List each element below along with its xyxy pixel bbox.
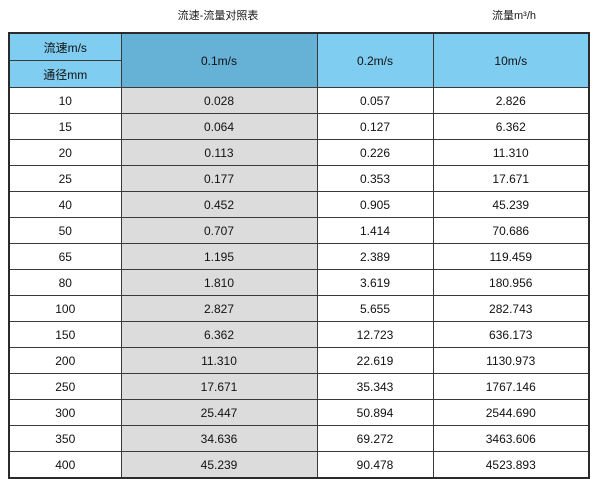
cell-flow-0-2ms: 0.905 — [316, 191, 434, 218]
cell-flow-0-2ms: 69.272 — [316, 425, 434, 452]
cell-flow-10ms: 45.239 — [432, 191, 590, 218]
table-row: 20 0.113 0.226 11.310 — [8, 139, 590, 166]
header-col-10ms: 10m/s — [432, 32, 590, 88]
table-row: 200 11.310 22.619 1130.973 — [8, 347, 590, 374]
cell-flow-10ms: 2.826 — [432, 87, 590, 114]
cell-flow-10ms: 282.743 — [432, 295, 590, 322]
cell-flow-0-1ms: 25.447 — [120, 399, 318, 426]
table-row: 15 0.064 0.127 6.362 — [8, 113, 590, 140]
cell-flow-0-1ms: 1.810 — [120, 269, 318, 296]
cell-flow-10ms: 11.310 — [432, 139, 590, 166]
cell-diameter: 40 — [8, 191, 122, 218]
header-row-top: 流速m/s 0.1m/s 0.2m/s 10m/s — [8, 32, 590, 88]
cell-diameter: 250 — [8, 373, 122, 400]
cell-flow-10ms: 180.956 — [432, 269, 590, 296]
table-row: 100 2.827 5.655 282.743 — [8, 295, 590, 322]
cell-flow-10ms: 70.686 — [432, 217, 590, 244]
cell-flow-10ms: 119.459 — [432, 243, 590, 270]
cell-flow-0-1ms: 0.064 — [120, 113, 318, 140]
table-row: 300 25.447 50.894 2544.690 — [8, 399, 590, 426]
table-row: 150 6.362 12.723 636.173 — [8, 321, 590, 348]
header-col-0-2ms: 0.2m/s — [316, 32, 434, 88]
table-header: 流速m/s 0.1m/s 0.2m/s 10m/s 通径mm — [8, 32, 590, 88]
cell-diameter: 150 — [8, 321, 122, 348]
table-row: 65 1.195 2.389 119.459 — [8, 243, 590, 270]
cell-flow-0-1ms: 45.239 — [120, 451, 318, 479]
cell-flow-10ms: 6.362 — [432, 113, 590, 140]
cell-flow-0-1ms: 17.671 — [120, 373, 318, 400]
cell-flow-10ms: 3463.606 — [432, 425, 590, 452]
table-row: 10 0.028 0.057 2.826 — [8, 87, 590, 114]
cell-flow-10ms: 1767.146 — [432, 373, 590, 400]
cell-flow-0-2ms: 22.619 — [316, 347, 434, 374]
cell-diameter: 350 — [8, 425, 122, 452]
cell-diameter: 80 — [8, 269, 122, 296]
header-velocity-label: 流速m/s — [8, 32, 122, 61]
cell-flow-10ms: 636.173 — [432, 321, 590, 348]
cell-diameter: 10 — [8, 87, 122, 114]
cell-flow-0-2ms: 0.057 — [316, 87, 434, 114]
cell-diameter: 300 — [8, 399, 122, 426]
cell-flow-10ms: 4523.893 — [432, 451, 590, 479]
table-row: 400 45.239 90.478 4523.893 — [8, 451, 590, 479]
cell-flow-0-1ms: 0.452 — [120, 191, 318, 218]
table-row: 250 17.671 35.343 1767.146 — [8, 373, 590, 400]
cell-flow-10ms: 17.671 — [432, 165, 590, 192]
cell-flow-0-2ms: 12.723 — [316, 321, 434, 348]
cell-diameter: 20 — [8, 139, 122, 166]
flow-table-wrapper: 流速m/s 0.1m/s 0.2m/s 10m/s 通径mm 10 0.028 0.… — [8, 32, 590, 479]
cell-flow-0-1ms: 1.195 — [120, 243, 318, 270]
table-body: 10 0.028 0.057 2.826 15 0.064 0.127 6.362 20 0.11… — [8, 87, 590, 479]
cell-flow-10ms: 2544.690 — [432, 399, 590, 426]
cell-flow-0-2ms: 2.389 — [316, 243, 434, 270]
cell-flow-10ms: 1130.973 — [432, 347, 590, 374]
header-diameter-label: 通径mm — [8, 60, 122, 88]
cell-flow-0-2ms: 3.619 — [316, 269, 434, 296]
cell-flow-0-2ms: 1.414 — [316, 217, 434, 244]
cell-flow-0-2ms: 50.894 — [316, 399, 434, 426]
cell-flow-0-1ms: 11.310 — [120, 347, 318, 374]
cell-diameter: 200 — [8, 347, 122, 374]
table-row: 50 0.707 1.414 70.686 — [8, 217, 590, 244]
caption-row: 流速-流量对照表 流量m³/h — [0, 0, 600, 32]
cell-flow-0-2ms: 0.127 — [316, 113, 434, 140]
cell-flow-0-2ms: 0.226 — [316, 139, 434, 166]
cell-flow-0-1ms: 0.177 — [120, 165, 318, 192]
flow-unit-label: 流量m³/h — [492, 10, 536, 22]
cell-flow-0-1ms: 6.362 — [120, 321, 318, 348]
cell-diameter: 25 — [8, 165, 122, 192]
table-row: 25 0.177 0.353 17.671 — [8, 165, 590, 192]
cell-diameter: 50 — [8, 217, 122, 244]
cell-flow-0-2ms: 35.343 — [316, 373, 434, 400]
cell-flow-0-2ms: 0.353 — [316, 165, 434, 192]
table-row: 80 1.810 3.619 180.956 — [8, 269, 590, 296]
cell-diameter: 65 — [8, 243, 122, 270]
table-row: 350 34.636 69.272 3463.606 — [8, 425, 590, 452]
flow-rate-table: 流速m/s 0.1m/s 0.2m/s 10m/s 通径mm 10 0.028 0.… — [8, 32, 590, 479]
cell-diameter: 100 — [8, 295, 122, 322]
cell-diameter: 15 — [8, 113, 122, 140]
page-title: 流速-流量对照表 — [177, 10, 259, 22]
table-row: 40 0.452 0.905 45.239 — [8, 191, 590, 218]
cell-diameter: 400 — [8, 451, 122, 479]
cell-flow-0-1ms: 0.113 — [120, 139, 318, 166]
cell-flow-0-1ms: 2.827 — [120, 295, 318, 322]
cell-flow-0-1ms: 34.636 — [120, 425, 318, 452]
cell-flow-0-1ms: 0.707 — [120, 217, 318, 244]
cell-flow-0-1ms: 0.028 — [120, 87, 318, 114]
cell-flow-0-2ms: 90.478 — [316, 451, 434, 479]
header-col-0-1ms: 0.1m/s — [120, 32, 318, 88]
cell-flow-0-2ms: 5.655 — [316, 295, 434, 322]
header-row-bottom: 通径mm — [8, 60, 589, 88]
